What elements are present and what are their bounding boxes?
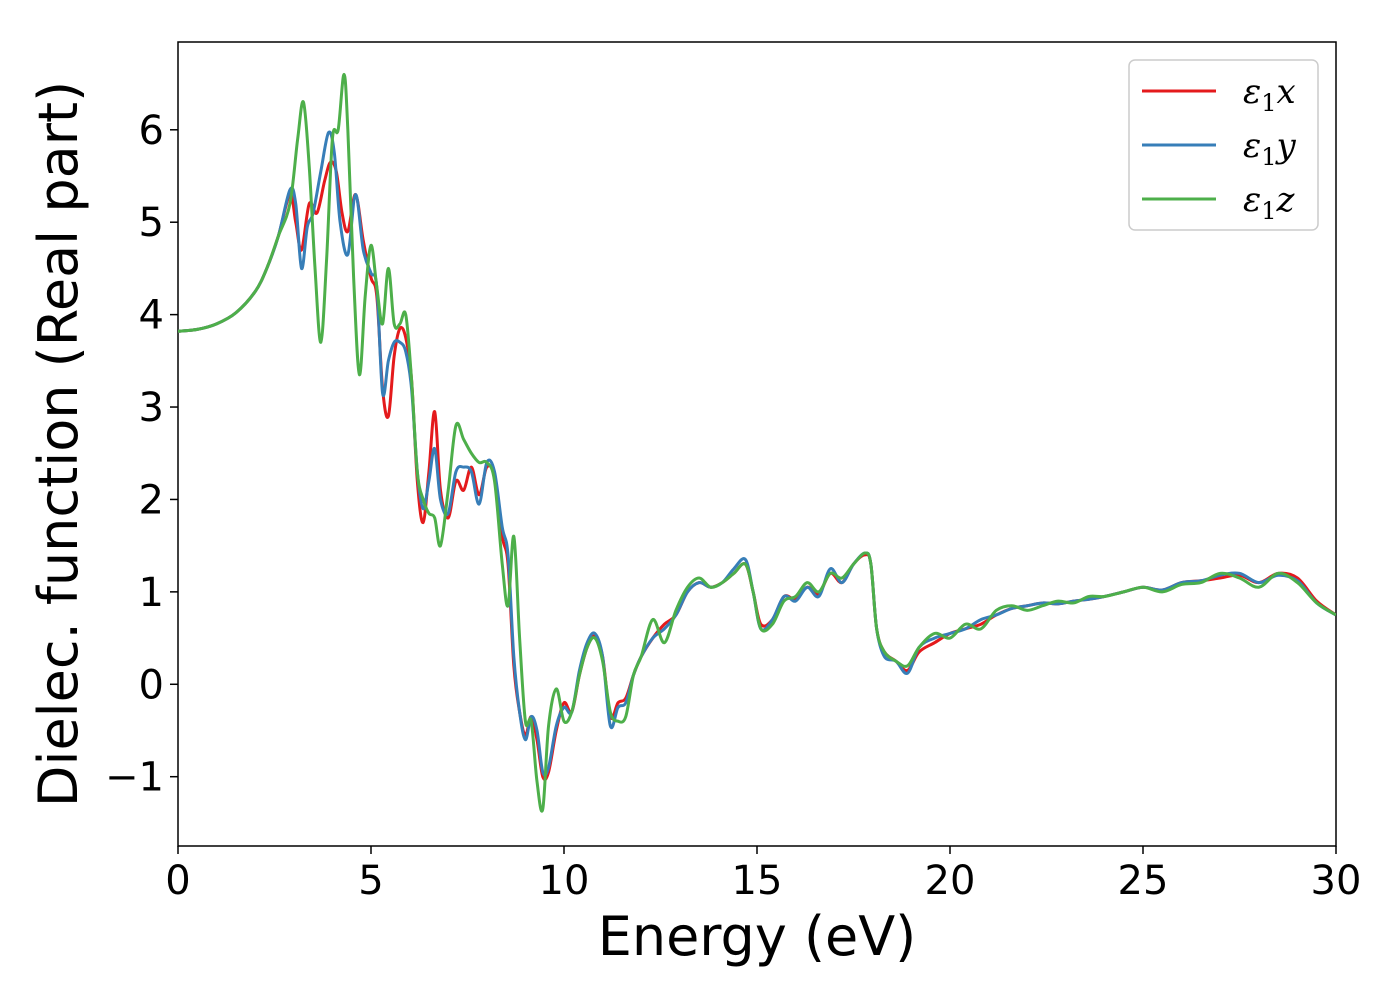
legend: ε1x ε1y ε1z	[1128, 59, 1319, 231]
x-tick-label: 15	[732, 858, 783, 904]
series-layer	[178, 72, 1336, 813]
y-tick-label: −1	[105, 755, 164, 801]
legend-frame	[1128, 59, 1319, 231]
x-tick-label: 0	[165, 858, 190, 904]
y-tick-label: 2	[139, 477, 164, 523]
x-tick-label: 25	[1118, 858, 1169, 904]
x-tick-label: 10	[539, 858, 590, 904]
y-axis-title: Dielec. function (Real part)	[27, 81, 90, 807]
x-axis-title: Energy (eV)	[598, 905, 917, 968]
y-tick-label: 6	[139, 108, 164, 154]
y-tick-label: 1	[139, 570, 164, 616]
x-tick-label: 20	[925, 858, 976, 904]
y-tick-label: 3	[139, 385, 164, 431]
legend-label-x: ε1x	[1243, 72, 1296, 117]
x-axis-ticks: 0 5 10 15 20 25 30	[165, 846, 1361, 904]
series-line-z	[178, 72, 1336, 813]
legend-entries: ε1x ε1y ε1z	[1142, 72, 1297, 225]
x-tick-label: 30	[1311, 858, 1362, 904]
y-tick-label: 5	[139, 200, 164, 246]
legend-label-y: ε1y	[1243, 126, 1297, 171]
y-tick-label: 4	[139, 293, 164, 339]
x-tick-label: 5	[358, 858, 383, 904]
y-tick-label: 0	[139, 662, 164, 708]
y-axis-ticks: −1 0 1 2 3 4 5 6	[105, 108, 178, 801]
legend-label-z: ε1z	[1243, 180, 1296, 225]
